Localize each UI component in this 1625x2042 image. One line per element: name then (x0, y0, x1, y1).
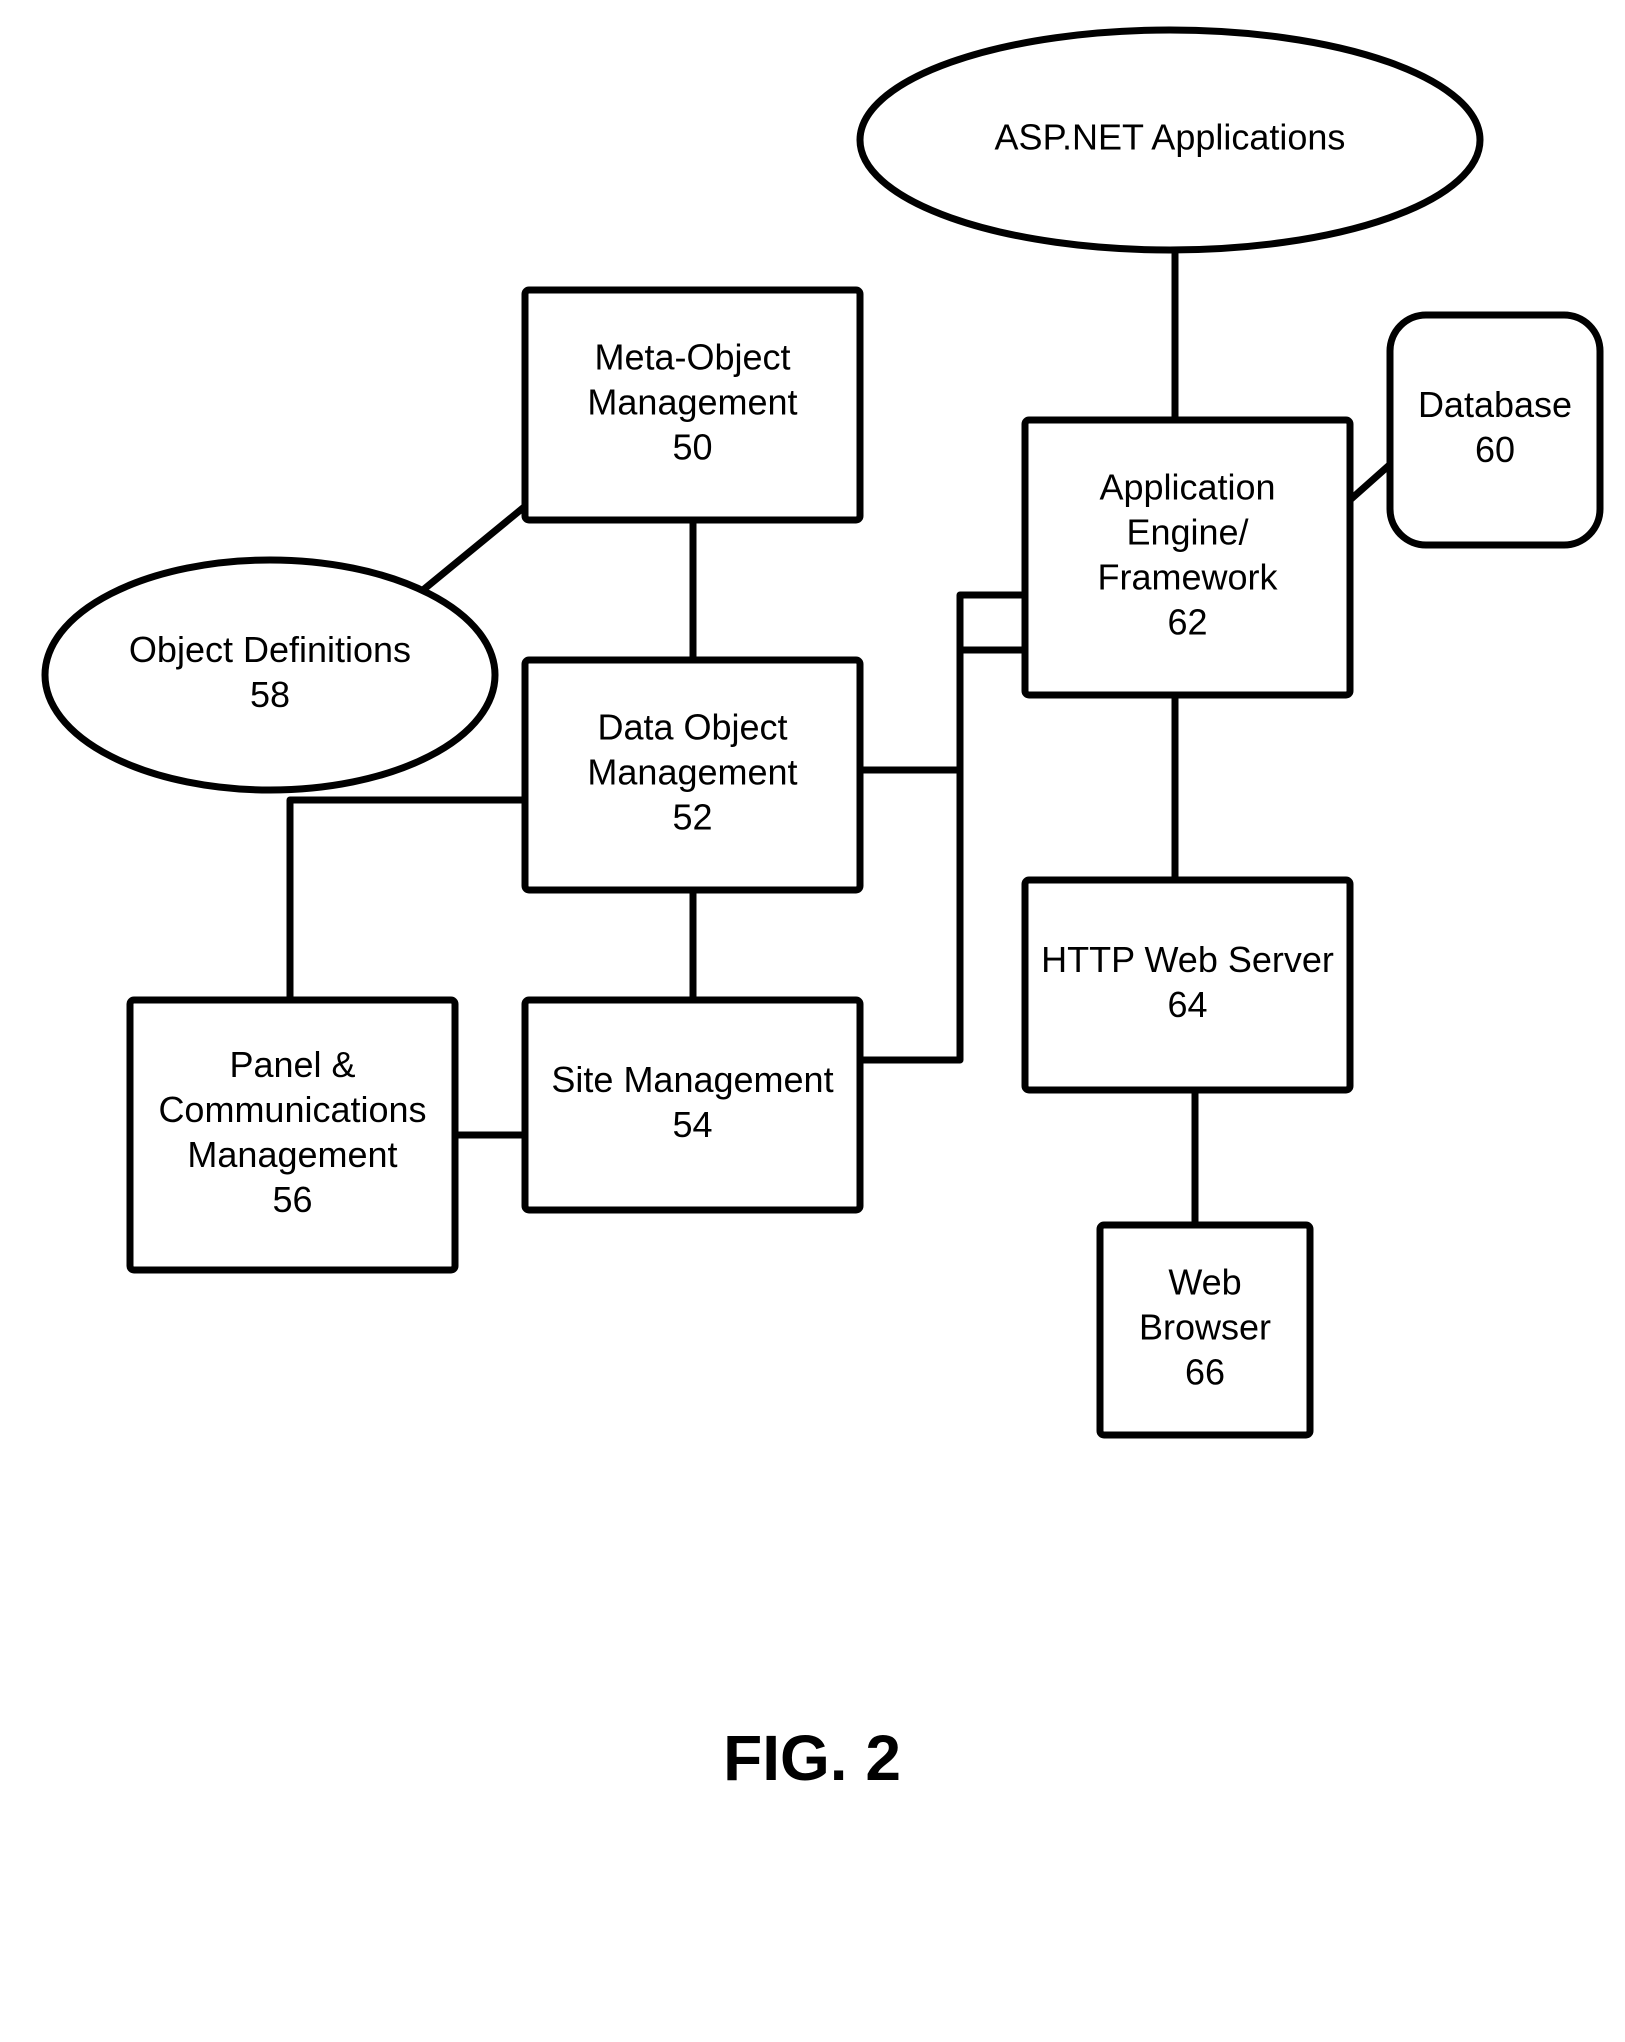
figure-caption: FIG. 2 (723, 1722, 901, 1794)
node-panel_comm: Panel &CommunicationsManagement56 (130, 1000, 455, 1270)
node-aspnet-label-0: ASP.NET Applications (995, 117, 1346, 158)
node-browser-label-1: Browser (1139, 1307, 1271, 1348)
edge-data_obj-app_eng (860, 595, 1025, 770)
node-site_mgmt-label-0: Site Management (551, 1059, 833, 1100)
node-site_mgmt-label-1: 54 (672, 1104, 712, 1145)
edge-data_obj-panel_comm (290, 800, 525, 1000)
node-meta_obj-label-1: Management (587, 382, 797, 423)
node-http-label-1: 64 (1167, 984, 1207, 1025)
node-app_eng-label-1: Engine/ (1126, 512, 1248, 553)
node-layer: Object Definitions58 ASP.NET Applications… (45, 30, 1600, 1435)
node-obj_def: Object Definitions58 (45, 560, 495, 790)
node-meta_obj-label-0: Meta-Object (594, 337, 790, 378)
node-meta_obj-label-2: 50 (672, 427, 712, 468)
node-http-label-0: HTTP Web Server (1041, 939, 1334, 980)
node-aspnet: ASP.NET Applications (860, 30, 1480, 250)
node-panel_comm-label-0: Panel & (229, 1044, 355, 1085)
node-obj_def-label-0: Object Definitions (129, 629, 411, 670)
node-database: Database60 (1390, 315, 1600, 545)
node-browser-label-0: Web (1168, 1262, 1241, 1303)
node-data_obj: Data ObjectManagement52 (525, 660, 860, 890)
node-data_obj-label-2: 52 (672, 797, 712, 838)
node-browser: WebBrowser66 (1100, 1225, 1310, 1435)
node-data_obj-label-1: Management (587, 752, 797, 793)
node-site_mgmt: Site Management54 (525, 1000, 860, 1210)
node-database-label-0: Database (1418, 384, 1572, 425)
node-http: HTTP Web Server64 (1025, 880, 1350, 1090)
node-panel_comm-label-1: Communications (158, 1089, 426, 1130)
node-panel_comm-label-3: 56 (272, 1179, 312, 1220)
node-meta_obj: Meta-ObjectManagement50 (525, 290, 860, 520)
node-app_eng: ApplicationEngine/Framework62 (1025, 420, 1350, 695)
node-panel_comm-label-2: Management (187, 1134, 397, 1175)
node-obj_def-label-1: 58 (250, 674, 290, 715)
node-data_obj-label-0: Data Object (597, 707, 787, 748)
edge-site_mgmt-app_eng (860, 650, 1025, 1060)
node-database-label-1: 60 (1475, 429, 1515, 470)
node-app_eng-label-2: Framework (1097, 557, 1278, 598)
node-app_eng-label-3: 62 (1167, 602, 1207, 643)
node-app_eng-label-0: Application (1099, 467, 1275, 508)
node-browser-label-2: 66 (1185, 1352, 1225, 1393)
